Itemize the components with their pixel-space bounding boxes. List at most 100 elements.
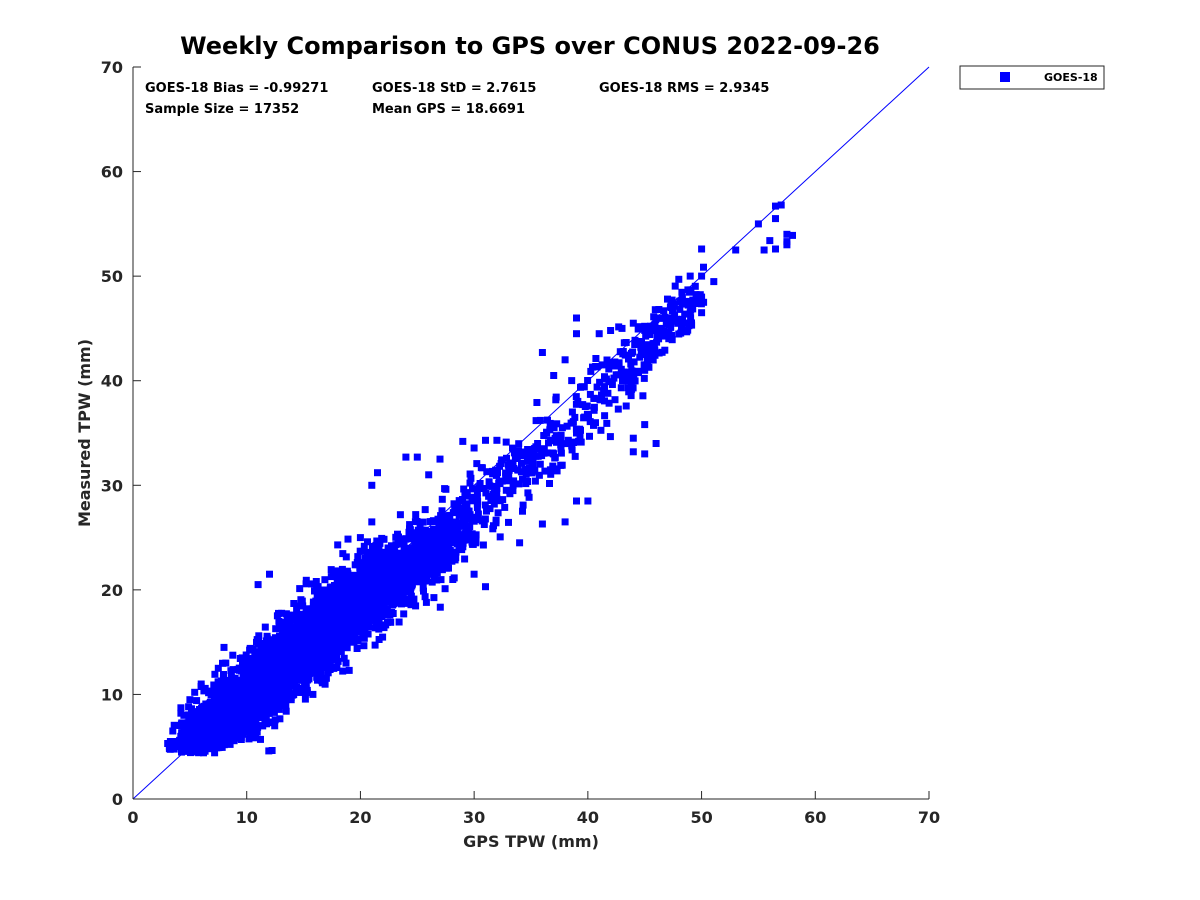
data-point [553, 465, 560, 473]
data-point [442, 485, 450, 493]
data-point [336, 621, 344, 629]
data-point [536, 460, 544, 468]
data-point [259, 692, 267, 700]
data-point [661, 313, 669, 321]
data-point [375, 619, 383, 627]
data-point [301, 695, 309, 703]
data-point [492, 470, 499, 478]
data-point [280, 626, 288, 634]
data-point [436, 603, 444, 611]
data-point [357, 616, 365, 624]
data-point [528, 461, 536, 469]
data-point [400, 610, 408, 618]
data-point [186, 696, 194, 704]
data-point [318, 640, 325, 648]
data-point [178, 745, 186, 753]
data-point [601, 397, 608, 405]
data-point [332, 567, 340, 575]
data-point [184, 747, 192, 755]
data-point [432, 543, 440, 551]
data-point [502, 486, 510, 494]
data-point [435, 533, 443, 541]
data-point [250, 713, 258, 721]
data-point [625, 355, 632, 363]
data-point [261, 654, 269, 662]
data-point [200, 747, 208, 755]
data-point [388, 608, 396, 616]
data-point [316, 665, 324, 672]
data-point [605, 399, 613, 407]
data-point [334, 601, 342, 609]
data-point [207, 745, 215, 753]
data-point [343, 567, 351, 575]
data-point [364, 583, 372, 591]
data-point [227, 713, 235, 720]
data-point [256, 664, 264, 671]
data-point [392, 549, 399, 557]
data-point [414, 559, 422, 567]
data-point [397, 535, 405, 543]
data-point [242, 651, 250, 659]
data-point [381, 583, 389, 591]
data-point [229, 686, 236, 693]
data-point [182, 731, 190, 738]
legend-marker [1000, 72, 1010, 82]
data-point [263, 632, 271, 640]
data-point [586, 418, 594, 426]
data-point [360, 642, 368, 650]
data-point [583, 402, 591, 410]
data-point [243, 656, 251, 663]
data-point [301, 653, 308, 660]
data-point [349, 626, 356, 634]
data-point [598, 391, 605, 399]
data-point [595, 330, 603, 338]
data-point [519, 475, 526, 483]
data-point [234, 665, 242, 673]
data-point [211, 749, 219, 757]
data-point [598, 361, 606, 369]
data-point [176, 722, 184, 729]
data-point [263, 694, 271, 702]
data-point [490, 500, 498, 508]
data-point [644, 343, 652, 351]
data-point [348, 631, 356, 639]
data-point [540, 432, 548, 439]
data-point [399, 594, 407, 602]
data-point [392, 541, 400, 549]
data-point [419, 518, 427, 526]
data-point [401, 598, 409, 606]
data-point [222, 676, 230, 684]
y-tick-label: 50 [101, 267, 123, 286]
data-point [652, 440, 660, 447]
data-point [361, 559, 368, 567]
data-point [177, 704, 185, 712]
data-point [629, 448, 637, 456]
data-point [448, 557, 456, 565]
data-point [370, 590, 378, 598]
data-point [522, 470, 530, 478]
data-point [460, 485, 468, 493]
data-point [263, 658, 271, 666]
data-point [210, 681, 218, 689]
data-point [249, 706, 257, 714]
data-point [658, 348, 666, 356]
data-point [677, 329, 685, 337]
data-point [282, 630, 290, 638]
data-point [274, 638, 282, 646]
data-point [325, 607, 333, 615]
data-point [593, 383, 601, 391]
data-point [166, 738, 174, 745]
x-axis-label: GPS TPW (mm) [463, 832, 599, 851]
data-point [524, 457, 531, 465]
data-point [628, 372, 636, 380]
data-point [629, 348, 637, 356]
data-point [473, 494, 481, 502]
data-point [318, 679, 326, 687]
data-point [462, 528, 470, 536]
data-point [604, 389, 612, 397]
data-point [641, 421, 649, 429]
data-point [662, 320, 670, 328]
data-point [614, 405, 622, 413]
data-point [271, 716, 279, 724]
data-point [446, 548, 454, 556]
